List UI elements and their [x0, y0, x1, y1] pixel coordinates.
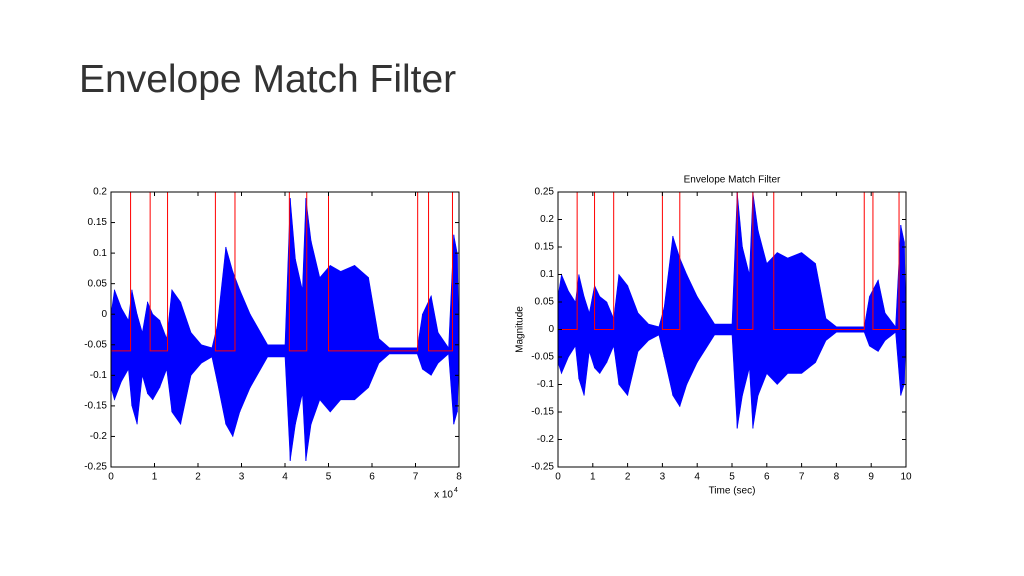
x-tick-label: 0 — [555, 472, 561, 483]
y-tick-label: -0.2 — [90, 431, 108, 442]
y-tick-label: 0 — [548, 324, 554, 335]
y-tick-label: -0.25 — [531, 462, 554, 473]
y-tick-label: 0.1 — [93, 248, 107, 259]
slide-title: Envelope Match Filter — [79, 58, 457, 101]
x-tick-label: 1 — [152, 472, 158, 483]
x-tick-label: 9 — [868, 472, 874, 483]
x-tick-label: 6 — [764, 472, 770, 483]
y-tick-label: -0.1 — [90, 370, 108, 381]
y-tick-label: -0.25 — [84, 462, 107, 473]
x-tick-label: 5 — [326, 472, 332, 483]
chart-title: Envelope Match Filter — [684, 175, 781, 186]
x-exponent: 4 — [454, 487, 458, 494]
y-tick-label: 0.2 — [540, 214, 554, 225]
y-tick-label: 0.05 — [88, 278, 108, 289]
x-tick-label: 3 — [660, 472, 666, 483]
y-tick-label: 0.1 — [540, 269, 554, 280]
y-tick-label: 0.05 — [535, 297, 555, 308]
x-tick-label: 5 — [729, 472, 735, 483]
y-tick-label: -0.15 — [84, 401, 107, 412]
x-multiplier: x 10 — [434, 490, 453, 501]
x-tick-label: 8 — [834, 472, 840, 483]
x-tick-label: 2 — [625, 472, 631, 483]
y-axis-label: Magnitude — [515, 306, 526, 353]
x-tick-label: 8 — [456, 472, 462, 483]
y-tick-label: -0.05 — [531, 352, 554, 363]
y-tick-label: 0.2 — [93, 187, 107, 198]
x-tick-label: 0 — [108, 472, 114, 483]
x-tick-label: 10 — [900, 472, 912, 483]
chart: -0.25 -0.2 -0.15 -0.1 -0.05 0 0.05 0.1 0.15 0.2 0.… — [515, 175, 912, 497]
y-tick-label: 0.25 — [535, 187, 555, 198]
y-tick-label: -0.1 — [537, 379, 555, 390]
x-tick-label: 7 — [799, 472, 805, 483]
x-axis-label: Time (sec) — [709, 486, 756, 497]
gate-line — [558, 191, 906, 330]
x-tick-label: 1 — [590, 472, 596, 483]
gate-line — [111, 191, 459, 352]
signal-envelope — [110, 198, 460, 461]
chart: -0.25 -0.2 -0.15 -0.1 -0.05 0 0.05 0.1 0.15 0.2 0 1… — [84, 187, 462, 501]
y-tick-label: -0.2 — [537, 434, 555, 445]
x-tick-label: 2 — [195, 472, 201, 483]
x-tick-label: 4 — [282, 472, 288, 483]
x-tick-label: 4 — [694, 472, 700, 483]
y-tick-label: 0.15 — [88, 217, 108, 228]
x-tick-label: 6 — [369, 472, 375, 483]
y-tick-label: -0.15 — [531, 407, 554, 418]
y-tick-label: 0.15 — [535, 242, 555, 253]
y-tick-label: 0 — [101, 309, 107, 320]
x-tick-label: 7 — [413, 472, 419, 483]
x-tick-label: 3 — [239, 472, 245, 483]
signal-envelope — [557, 191, 907, 429]
y-tick-label: -0.05 — [84, 339, 107, 350]
